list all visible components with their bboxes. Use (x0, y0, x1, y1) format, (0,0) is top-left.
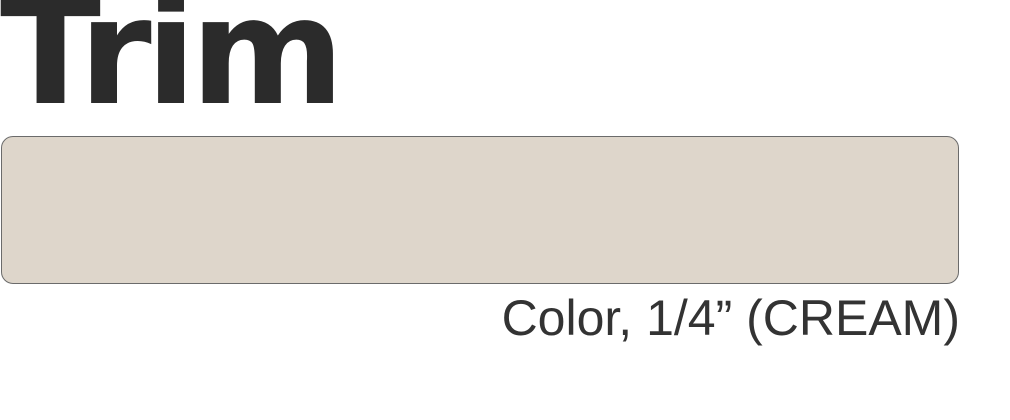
color-swatch (1, 136, 959, 284)
page-title: Trim (0, 0, 345, 138)
color-caption: Color, 1/4” (CREAM) (501, 290, 960, 346)
